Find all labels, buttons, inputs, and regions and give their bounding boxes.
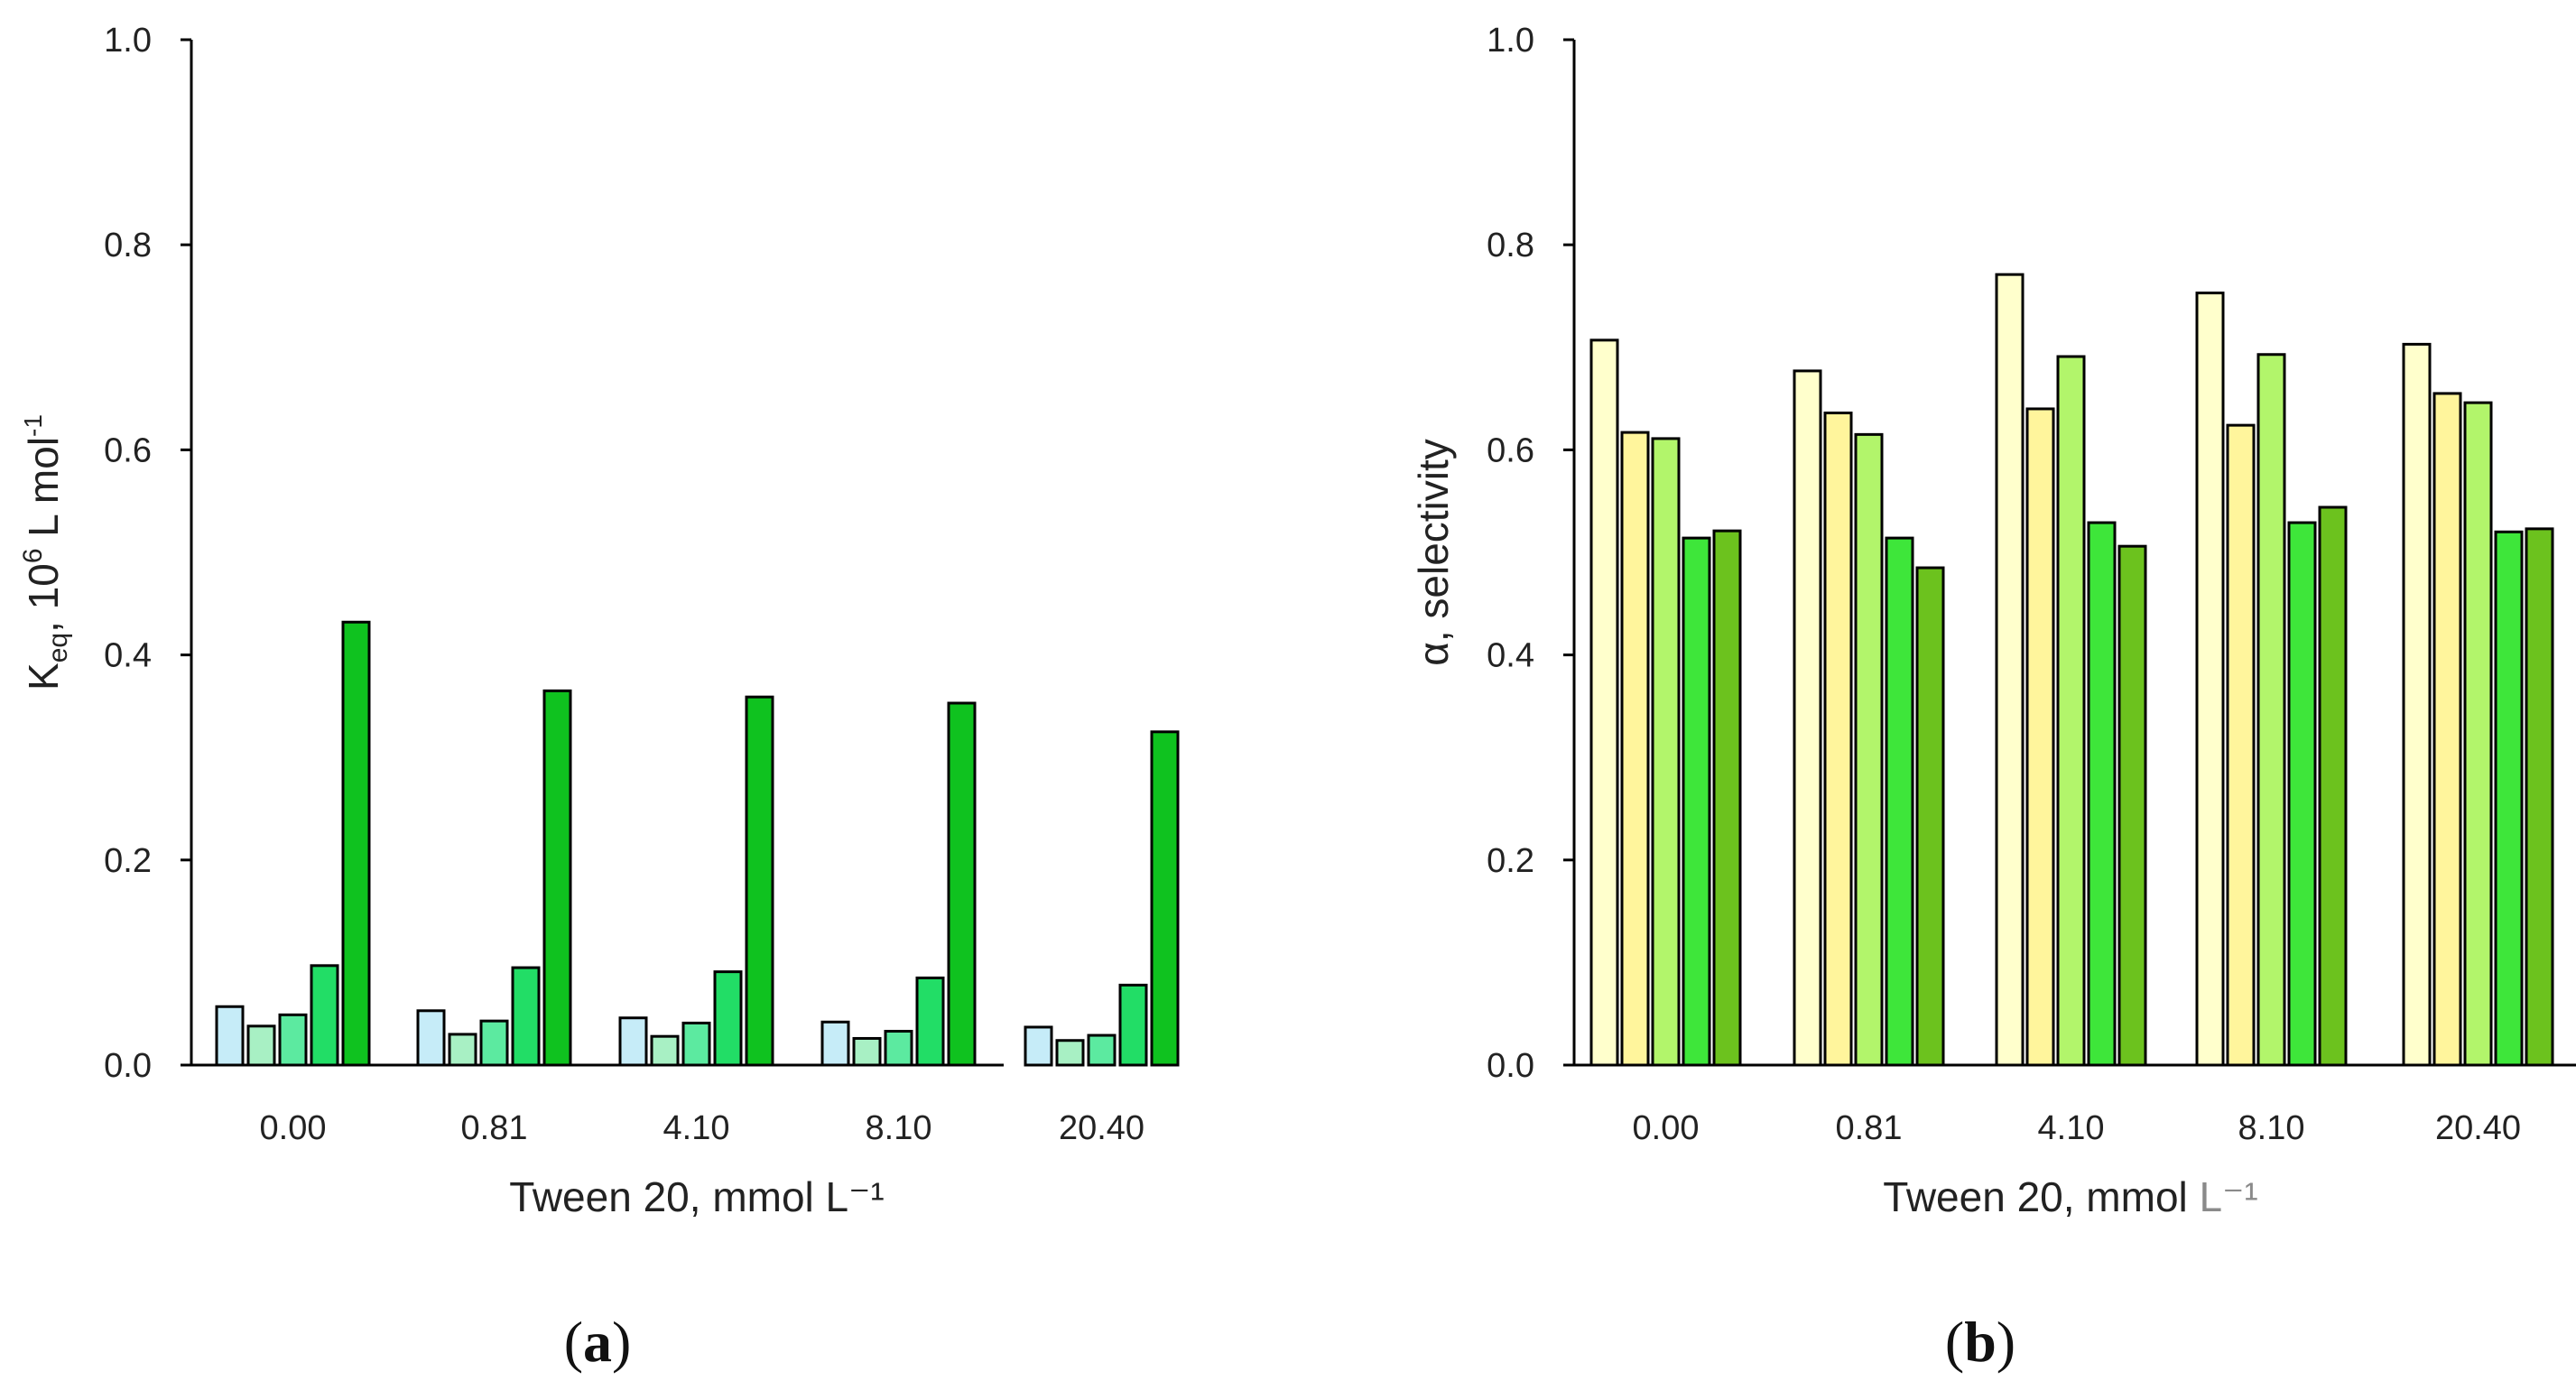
- chart-b-x-axis-title: Tween 20, mmol L⁻¹: [1883, 1173, 2257, 1220]
- chart-a-x-axis-title: Tween 20, mmol L⁻¹: [509, 1173, 884, 1220]
- chart-b-bar-4.10-s1: [1995, 273, 2025, 1067]
- chart-b-bar-8.10-s3: [2256, 353, 2286, 1067]
- chart-a-bar-0.81-s4: [511, 966, 541, 1067]
- chart-b-bar-0.81-s2: [1823, 412, 1853, 1067]
- chart-b-bar-0.00-s2: [1620, 431, 1650, 1067]
- chart-b-bar-0.00-s1: [1589, 338, 1619, 1067]
- chart-b-panel-open: (: [1945, 1310, 1964, 1374]
- chart-a-ylabel-sup: 6: [18, 548, 48, 563]
- chart-a-y-tick-label: 0.8: [104, 227, 152, 264]
- chart-b-bar-20.40-s5: [2525, 527, 2554, 1067]
- chart-b-bar-20.40-s2: [2432, 392, 2462, 1067]
- chart-b-bar-4.10-s2: [2025, 407, 2055, 1067]
- chart-a-x-tick-label: 8.10: [866, 1109, 932, 1147]
- chart-a-bar-0.00-s1: [215, 1005, 245, 1067]
- chart-a-bar-0.81-s2: [448, 1033, 477, 1067]
- chart-a-bar-0.81-s3: [479, 1019, 509, 1067]
- chart-a-bar-4.10-s3: [681, 1021, 711, 1067]
- chart-b-y-tick-label: 0.8: [1487, 227, 1534, 264]
- chart-a-bar-20.40-s4: [1118, 983, 1148, 1067]
- chart-b-xlabel-unit: L⁻¹: [2200, 1173, 2258, 1220]
- chart-b: 0.00.20.40.60.81.00.00 0.81 4.10 8.10 20.40 …: [1410, 22, 2576, 1374]
- chart-a-panel-label: (a): [564, 1310, 632, 1374]
- chart-b-bar-0.00-s3: [1651, 437, 1681, 1067]
- chart-a-y-tick-label: 1.0: [104, 22, 152, 60]
- chart-b-x-tick-label: 0.00: [1633, 1109, 1700, 1147]
- chart-b-bar-20.40-s1: [2402, 342, 2432, 1067]
- chart-b-bar-0.81-s5: [1915, 566, 1945, 1067]
- chart-b-bar-8.10-s1: [2195, 292, 2225, 1067]
- chart-a-panel-close: ): [612, 1310, 631, 1374]
- chart-b-bar-0.81-s4: [1885, 536, 1914, 1067]
- chart-b-bar-8.10-s4: [2287, 521, 2317, 1067]
- chart-b-bar-0.81-s3: [1854, 432, 1884, 1067]
- chart-a-bar-4.10-s4: [713, 970, 743, 1067]
- chart-b-y-tick-label: 0.0: [1487, 1047, 1534, 1085]
- chart-b-bar-0.00-s4: [1682, 536, 1711, 1067]
- chart-a-bar-4.10-s1: [618, 1016, 648, 1067]
- chart-a-ylabel-sub: eq: [43, 633, 73, 663]
- chart-b-bar-20.40-s4: [2494, 530, 2524, 1067]
- chart-a-bar-0.00-s4: [310, 964, 339, 1067]
- chart-b-y-tick-label: 0.4: [1487, 637, 1534, 675]
- chart-a-x-tick-label: 0.00: [260, 1109, 327, 1147]
- chart-a: 0.00.20.40.60.81.00.00 0.81 4.10 8.10 20.40 …: [18, 22, 1180, 1374]
- chart-a-y-tick-label: 0.4: [104, 637, 152, 675]
- chart-a-bar-0.81-s1: [416, 1009, 446, 1067]
- chart-b-panel-close: ): [1997, 1310, 2015, 1374]
- chart-a-y-tick-label: 0.0: [104, 1047, 152, 1085]
- chart-b-y-tick-label: 0.2: [1487, 842, 1534, 880]
- chart-a-ylabel-unit: L mol: [20, 437, 67, 549]
- chart-b-bar-4.10-s3: [2056, 355, 2086, 1067]
- chart-b-x-tick-label: 4.10: [2038, 1109, 2105, 1147]
- chart-b-bar-4.10-s5: [2117, 544, 2147, 1067]
- chart-b-y-tick-label: 0.6: [1487, 431, 1534, 469]
- chart-a-y-axis-title: Keq, 106 L mol-1: [18, 414, 73, 690]
- chart-a-bar-0.00-s3: [278, 1013, 308, 1067]
- chart-a-bar-20.40-s1: [1024, 1025, 1053, 1067]
- chart-b-x-tick-label: 0.81: [1836, 1109, 1903, 1147]
- chart-b-bar-20.40-s3: [2463, 401, 2493, 1067]
- chart-a-bar-4.10-s5: [745, 695, 774, 1067]
- chart-a-bar-20.40-s3: [1087, 1033, 1117, 1067]
- chart-b-panel-label: (b): [1945, 1310, 2015, 1374]
- chart-b-x-tick-label: 8.10: [2238, 1109, 2305, 1147]
- chart-a-bar-8.10-s2: [852, 1036, 882, 1067]
- chart-a-bar-8.10-s3: [884, 1030, 913, 1067]
- chart-a-panel-open: (: [564, 1310, 583, 1374]
- chart-a-y-tick-label: 0.2: [104, 842, 152, 880]
- chart-a-bar-20.40-s5: [1150, 730, 1180, 1067]
- chart-b-panel-letter: b: [1964, 1310, 1997, 1374]
- chart-a-bar-4.10-s2: [650, 1034, 680, 1067]
- chart-b-bar-8.10-s5: [2318, 505, 2348, 1067]
- chart-a-ylabel-main: K: [20, 663, 67, 690]
- chart-b-xlabel-main: Tween 20, mmol: [1883, 1173, 2199, 1220]
- chart-a-panel-letter: a: [583, 1310, 612, 1374]
- chart-a-bar-0.81-s5: [542, 689, 572, 1067]
- chart-a-x-tick-label: 4.10: [663, 1109, 730, 1147]
- chart-b-y-tick-label: 1.0: [1487, 22, 1534, 60]
- chart-a-bar-8.10-s5: [947, 701, 977, 1067]
- chart-a-bar-0.00-s2: [246, 1024, 276, 1067]
- chart-a-x-tick-label: 20.40: [1059, 1109, 1144, 1147]
- chart-a-ylabel-unit-sup: -1: [19, 414, 47, 437]
- chart-a-y-tick-label: 0.6: [104, 431, 152, 469]
- chart-a-bar-8.10-s4: [915, 976, 945, 1067]
- chart-b-bar-4.10-s4: [2087, 521, 2117, 1067]
- chart-b-y-axis-title: α, selectivity: [1410, 439, 1457, 666]
- chart-a-bar-0.00-s5: [341, 620, 371, 1067]
- chart-b-x-tick-label: 20.40: [2435, 1109, 2521, 1147]
- chart-a-x-tick-label: 0.81: [461, 1109, 528, 1147]
- chart-a-ylabel-mid: , 10: [20, 563, 67, 633]
- chart-a-bar-20.40-s2: [1055, 1039, 1085, 1067]
- chart-b-bar-0.81-s1: [1793, 369, 1822, 1067]
- chart-a-bar-8.10-s1: [820, 1020, 850, 1067]
- chart-b-bar-0.00-s5: [1712, 529, 1742, 1067]
- chart-b-bar-8.10-s2: [2226, 423, 2256, 1067]
